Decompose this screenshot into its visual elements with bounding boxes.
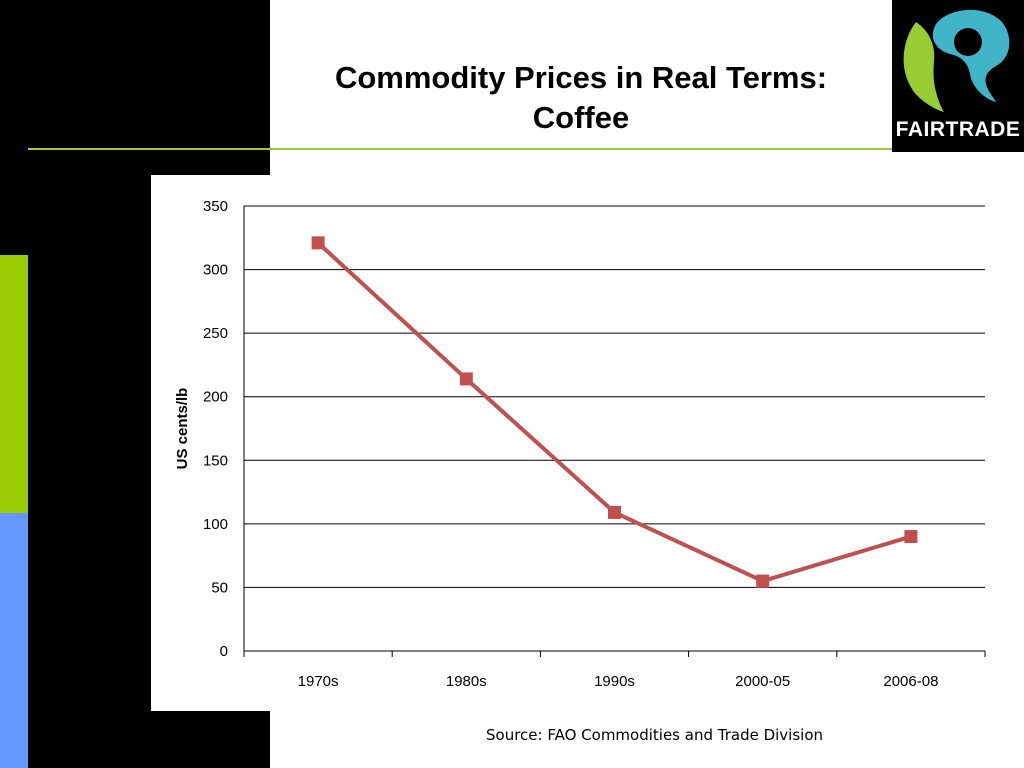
fairtrade-mark-icon [903,9,1010,112]
y-tick-label: 100 [203,516,228,533]
slide-title: Commodity Prices in Real Terms: Coffee [270,58,892,138]
y-tick-label: 200 [203,389,228,406]
blue-accent-stripe [0,513,28,768]
slide-title-line-1: Commodity Prices in Real Terms: [334,60,828,95]
line-chart: 0 50 100 150 200 250 300 350 1970s 1980s 1990s 2000… [174,198,986,690]
data-point [459,372,473,386]
data-point [311,236,325,250]
source-note: Source: FAO Commodities and Trade Divisi… [486,726,824,744]
logo-black-dot [954,28,982,56]
x-tick-label: 2000-05 [735,673,790,690]
x-tick-label: 2006-08 [883,673,938,690]
slide-title-line-2: Coffee [532,100,630,135]
chart-panel: 0 50 100 150 200 250 300 350 1970s 1980s 1990s 2000… [151,175,1021,711]
title-divider-rule [28,148,892,150]
y-tick-label: 300 [203,262,228,279]
logo-green-leaf [903,22,944,112]
series-line [316,241,912,584]
fairtrade-logo: FAIRTRADE [892,0,1024,152]
logo-teal-swirl [932,9,1010,103]
x-tick-label: 1980s [446,673,487,690]
y-tick-label: 150 [203,452,228,469]
green-accent-stripe [0,255,28,513]
y-axis-title: US cents/lb [174,388,191,470]
y-tick-label: 250 [203,325,228,342]
x-tick-label: 1990s [594,673,635,690]
data-point [756,574,770,588]
y-tick-label: 350 [203,198,228,215]
data-point [904,530,918,544]
fairtrade-wordmark: FAIRTRADE [895,118,1021,141]
x-tick-label: 1970s [298,673,339,690]
y-tick-label: 50 [211,579,228,596]
data-point [608,505,621,519]
y-tick-label: 0 [220,643,228,660]
